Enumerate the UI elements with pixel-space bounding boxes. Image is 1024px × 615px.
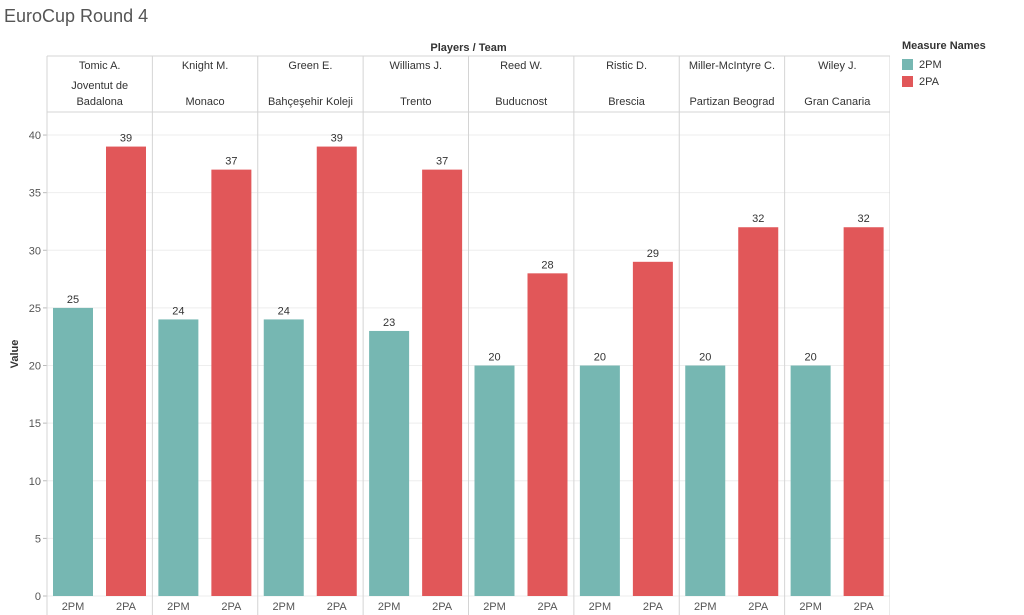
data-label-2pm: 24: [278, 305, 290, 317]
team-label: Brescia: [608, 96, 646, 108]
y-tick-label: 5: [35, 533, 41, 545]
x-tick-label-2pa: 2PA: [643, 601, 664, 613]
team-label: Monaco: [185, 96, 224, 108]
bar-2pm: [263, 319, 304, 596]
x-tick-label-2pm: 2PM: [694, 601, 717, 613]
team-label: Gran Canaria: [804, 96, 871, 108]
legend-label-2pa: 2PA: [919, 75, 939, 88]
column-header: Players / Team: [430, 42, 506, 54]
legend-label-2pm: 2PM: [919, 58, 942, 71]
y-tick-label: 40: [29, 130, 41, 142]
legend-item-2pm[interactable]: 2PM: [902, 56, 986, 73]
data-label-2pm: 23: [383, 317, 395, 329]
data-label-2pa: 32: [858, 213, 870, 225]
bar-2pm: [790, 365, 831, 596]
team-label: Bahçeşehir Koleji: [268, 96, 353, 108]
bar-2pm: [369, 330, 410, 596]
x-tick-label-2pm: 2PM: [799, 601, 822, 613]
data-label-2pm: 20: [699, 352, 711, 364]
x-tick-label-2pa: 2PA: [327, 601, 348, 613]
x-tick-label-2pa: 2PA: [432, 601, 453, 613]
y-tick-label: 20: [29, 361, 41, 373]
y-tick-label: 0: [35, 591, 41, 603]
player-label: Wiley J.: [818, 60, 857, 72]
bar-2pa: [211, 169, 252, 596]
page-title: EuroCup Round 4: [4, 6, 149, 26]
x-tick-label-2pm: 2PM: [62, 601, 85, 613]
bar-2pa: [843, 227, 884, 596]
legend-item-2pa[interactable]: 2PA: [902, 73, 986, 90]
legend: Measure Names 2PM 2PA: [902, 40, 986, 90]
x-tick-label-2pm: 2PM: [272, 601, 295, 613]
y-axis-label: Value: [9, 340, 21, 369]
team-label: Partizan Beograd: [689, 96, 774, 108]
data-label-2pm: 20: [594, 352, 606, 364]
player-label: Green E.: [288, 60, 332, 72]
team-label: Joventut de: [71, 80, 128, 92]
bar-2pa: [106, 146, 146, 597]
data-label-2pm: 20: [488, 352, 500, 364]
bar-2pm: [474, 365, 515, 596]
data-label-2pm: 24: [172, 305, 184, 317]
player-label: Tomic A.: [79, 60, 121, 72]
legend-title: Measure Names: [902, 40, 986, 52]
bar-2pm: [158, 319, 199, 596]
data-label-2pm: 25: [67, 294, 79, 306]
y-tick-label: 25: [29, 303, 41, 315]
player-label: Miller-McIntyre C.: [689, 60, 775, 72]
bar-chart: Players / Team 0 5 10 15 20 25 30 35 40 Value Tomic…: [9, 42, 890, 615]
x-tick-label-2pa: 2PA: [748, 601, 769, 613]
bar-2pm: [685, 365, 726, 596]
x-tick-label-2pa: 2PA: [538, 601, 559, 613]
bar-2pm: [53, 307, 93, 596]
team-label: Buducnost: [495, 96, 547, 108]
x-tick-label-2pm: 2PM: [589, 601, 612, 613]
x-tick-label-2pm: 2PM: [378, 601, 401, 613]
data-label-2pm: 20: [805, 352, 817, 364]
bar-2pa: [738, 227, 779, 596]
x-tick-label-2pa: 2PA: [116, 601, 137, 613]
legend-swatch-2pa: [902, 76, 913, 87]
data-label-2pa: 32: [752, 213, 764, 225]
bar-2pa: [316, 146, 357, 597]
x-tick-label-2pm: 2PM: [167, 601, 190, 613]
bar-2pm: [579, 365, 620, 596]
bar-2pa: [422, 169, 463, 596]
bar-2pa: [527, 273, 568, 596]
data-label-2pa: 37: [225, 156, 237, 168]
data-label-2pa: 28: [541, 259, 553, 271]
data-label-2pa: 39: [120, 133, 132, 145]
team-label: Trento: [400, 96, 431, 108]
bar-2pa: [632, 261, 673, 596]
data-label-2pa: 29: [647, 248, 659, 260]
player-label: Ristic D.: [606, 60, 647, 72]
y-tick-label: 10: [29, 476, 41, 488]
player-label: Reed W.: [500, 60, 542, 72]
player-label: Williams J.: [390, 60, 443, 72]
x-tick-label-2pa: 2PA: [854, 601, 875, 613]
data-label-2pa: 39: [331, 133, 343, 145]
y-tick-label: 15: [29, 418, 41, 430]
y-tick-label: 30: [29, 245, 41, 257]
y-tick-label: 35: [29, 188, 41, 200]
x-tick-label-2pm: 2PM: [483, 601, 506, 613]
team-label: Badalona: [76, 96, 123, 108]
x-tick-label-2pa: 2PA: [221, 601, 242, 613]
data-label-2pa: 37: [436, 156, 448, 168]
player-label: Knight M.: [182, 60, 228, 72]
legend-swatch-2pm: [902, 59, 913, 70]
